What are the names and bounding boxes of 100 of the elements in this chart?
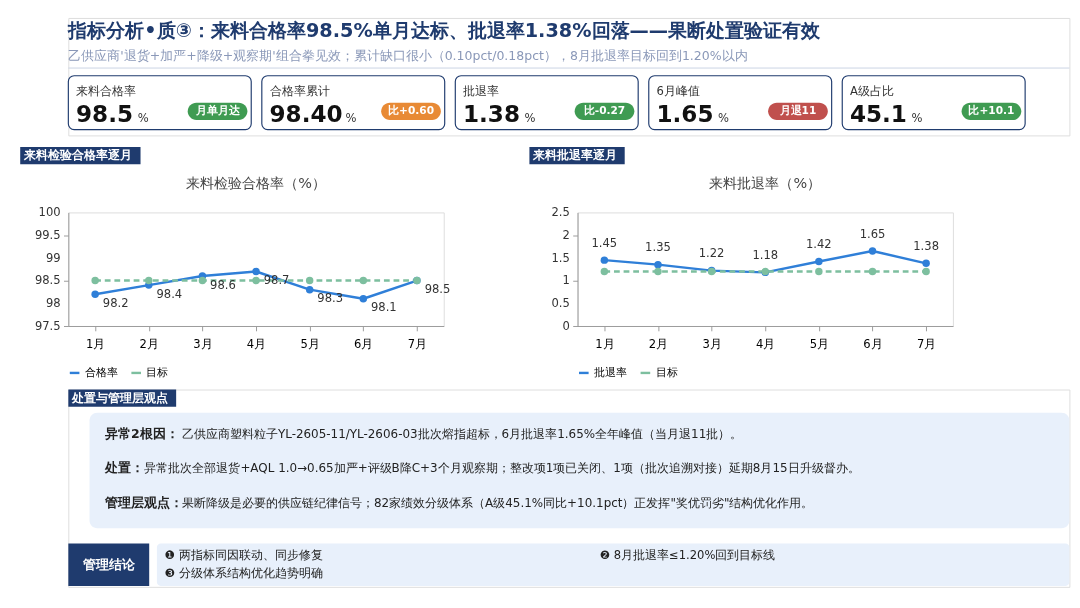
y-tick-label: 0.5	[551, 296, 570, 311]
point	[600, 267, 609, 276]
text: A级占比	[849, 83, 894, 98]
text: 来料批退率逐月	[532, 148, 618, 163]
data-label: 1.45	[591, 235, 618, 250]
chart-title: 来料检验合格率（%）	[186, 175, 326, 192]
y-tick-label: 0	[562, 318, 570, 333]
x-tick-label: 2月	[139, 336, 159, 351]
x-tick-label: 5月	[809, 336, 830, 351]
chart-title: 来料批退率（%）	[709, 175, 822, 192]
text: %	[911, 110, 923, 125]
point	[252, 267, 260, 276]
point	[145, 276, 153, 285]
point	[91, 290, 99, 298]
text: 来料检验合格率逐月	[23, 148, 133, 163]
text: %	[524, 110, 536, 125]
text: 处置：	[103, 460, 144, 476]
data-label: 98.1	[371, 300, 397, 315]
point	[922, 259, 930, 268]
x-tick-label: 6月	[354, 336, 374, 351]
y-tick-label: 1.5	[551, 250, 570, 265]
x-tick-label: 3月	[193, 336, 213, 351]
y-tick-label: 100	[38, 205, 61, 220]
point	[252, 276, 260, 285]
text: 98.5	[76, 100, 134, 127]
point	[305, 276, 314, 285]
point	[868, 247, 877, 255]
text: 来料合格率	[76, 83, 137, 98]
point	[91, 276, 99, 285]
text: 比+0.60	[388, 104, 434, 117]
text: 批退率	[462, 83, 499, 98]
text: 月单月达	[194, 104, 241, 117]
text: 管理层观点：	[103, 494, 183, 510]
x-tick-label: 1月	[85, 336, 106, 351]
text: %	[718, 110, 730, 125]
data-label: 1.42	[806, 237, 832, 252]
data-label: 1.35	[645, 240, 671, 255]
legend-label: 批退率	[593, 365, 627, 378]
point	[600, 256, 609, 264]
data-label: 98.4	[156, 286, 183, 301]
x-tick-label: 2月	[648, 336, 669, 351]
legend-label: 合格率	[84, 365, 118, 378]
text: 处置与管理层观点	[71, 391, 169, 406]
point	[359, 295, 368, 303]
x-tick-label: 7月	[407, 336, 428, 351]
y-tick-label: 98.5	[34, 273, 61, 288]
data-label: 1.38	[913, 238, 939, 253]
legend-label: 目标	[655, 365, 678, 378]
text: 乙供应商塑料粒子YL-2605-11/YL-2606-03批次熔指超标，6月批退率1.65%全年峰值（当月退11批）。	[181, 426, 743, 441]
text: ❸ 分级体系结构优化趋势明确	[164, 566, 323, 581]
data-label: 98.6	[210, 277, 236, 292]
point	[359, 276, 368, 285]
x-tick-label: 4月	[756, 336, 776, 351]
y-tick-label: 97.5	[34, 318, 61, 333]
text: 异常2根因：	[103, 425, 179, 441]
y-tick-label: 99	[45, 250, 61, 265]
text: 果断降级是必要的供应链纪律信号；82家绩效分级体系（A级45.1%同比+10.1pct）正发挥"奖优罚劣"结构优化作用。	[181, 495, 814, 510]
text: 1.38	[462, 100, 520, 127]
data-label: 98.2	[102, 295, 129, 310]
x-tick-label: 7月	[916, 336, 937, 351]
text: 6月峰值	[656, 83, 700, 98]
y-tick-label: 98	[45, 296, 61, 311]
text: 异常批次全部退货+AQL 1.0→0.65加严+评级B降C+3个月观察期；整改项1项已关闭、1项（批次追溯对接）延期8月15日升级督办。	[144, 461, 860, 476]
text: 1.65	[656, 100, 714, 127]
text: ❷ 8月批退率≤1.20%回到目标线	[599, 547, 776, 562]
text: 45.1	[849, 100, 907, 127]
text: %	[137, 110, 149, 125]
point	[198, 276, 207, 285]
text: 管理结论	[81, 556, 136, 572]
point	[815, 257, 823, 266]
data-label: 1.65	[859, 226, 886, 241]
y-tick-label: 99.5	[34, 227, 61, 242]
data-label: 1.18	[752, 247, 779, 262]
y-tick-label: 2	[562, 227, 570, 242]
text: 比+10.1	[968, 104, 1015, 117]
data-label: 1.22	[698, 246, 725, 261]
x-tick-label: 1月	[595, 336, 615, 351]
point	[305, 285, 314, 294]
text: 月退11	[778, 104, 817, 117]
text: 合格率累计	[269, 83, 330, 98]
point	[922, 267, 930, 276]
x-tick-label: 4月	[246, 336, 267, 351]
text: 指标分析•质③：来料合格率98.5%单月达标、批退率1.38%回落——果断处置验证有效	[67, 19, 822, 43]
legend-label: 目标	[146, 365, 169, 378]
x-tick-label: 3月	[702, 336, 722, 351]
y-tick-label: 2.5	[551, 205, 570, 220]
text: %	[345, 110, 357, 125]
x-tick-label: 5月	[300, 336, 320, 351]
point	[868, 267, 877, 276]
y-tick-label: 1	[562, 273, 570, 288]
text: 乙供应商'退货+加严+降级+观察期'组合拳见效；累计缺口很小（0.10pct/0.18pct），8月批退率目标回到1.20%以内	[68, 48, 748, 64]
text: 98.40	[269, 100, 343, 127]
data-label: 98.5	[424, 282, 451, 297]
x-tick-label: 6月	[863, 336, 883, 351]
data-label: 98.3	[317, 291, 344, 306]
point	[654, 260, 662, 269]
text: ❶ 两指标同因联动、同步修复	[164, 547, 323, 562]
text: 比-0.27	[583, 104, 626, 117]
point	[815, 267, 823, 276]
point	[654, 267, 662, 276]
